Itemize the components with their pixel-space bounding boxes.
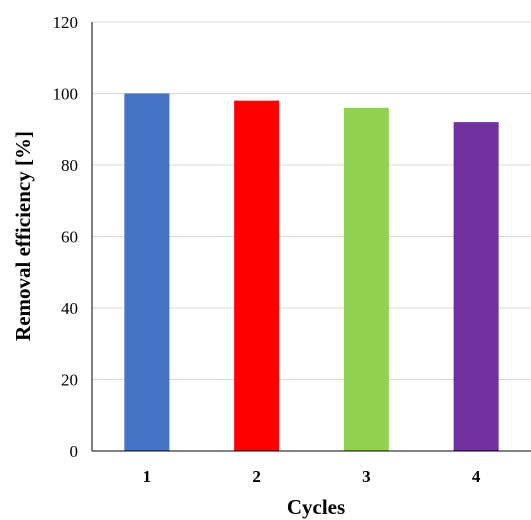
y-tick-label: 100: [53, 85, 79, 104]
x-tick-label: 4: [472, 467, 481, 486]
y-tick-label: 120: [53, 13, 79, 32]
x-tick-label: 3: [362, 467, 371, 486]
bar-cycle-3: [343, 107, 389, 452]
bar-cycle-2: [234, 100, 280, 452]
x-axis-title: Cycles: [287, 495, 345, 519]
y-tick-labels: 0 20 40 60 80 100 120: [53, 13, 79, 461]
x-tick-label: 2: [252, 467, 261, 486]
x-tick-labels: 1 2 3 4: [143, 467, 481, 486]
y-tick-label: 20: [61, 371, 78, 390]
bar-cycle-4: [453, 122, 499, 451]
y-tick-label: 60: [61, 228, 78, 247]
y-tick-label: 0: [70, 442, 79, 461]
bars: [124, 93, 499, 452]
y-tick-label: 80: [61, 156, 78, 175]
bar-cycle-1: [124, 93, 170, 451]
x-tick-label: 1: [143, 467, 152, 486]
y-axis-title: Removal efficiency [%]: [11, 131, 35, 341]
y-tick-label: 40: [61, 299, 78, 318]
